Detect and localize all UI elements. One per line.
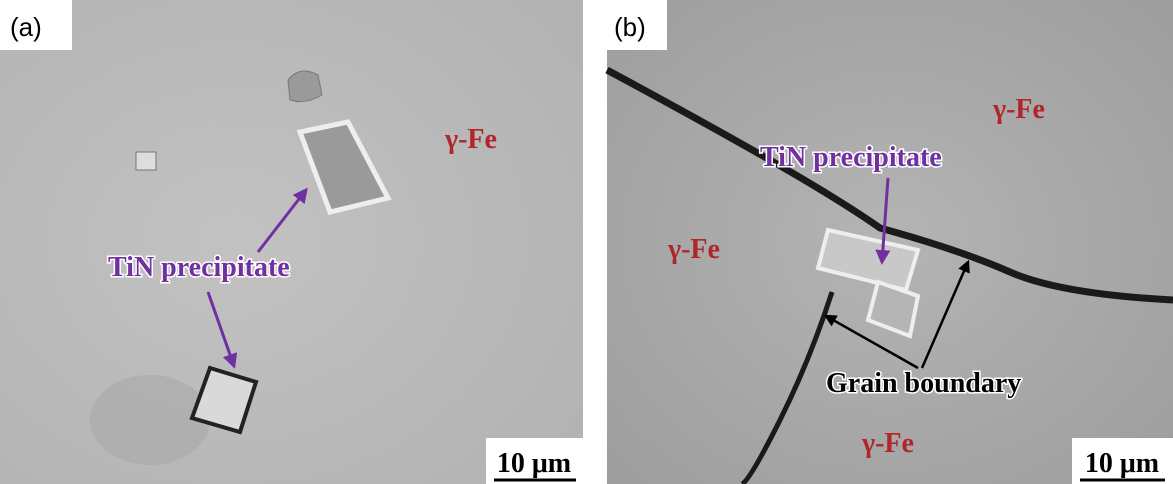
panel-b: (b) γ-Fe γ-Fe γ-Fe TiN precipitate Grain… — [607, 0, 1173, 484]
phase-label: γ-Fe — [861, 428, 914, 459]
boundary-label: Grain boundary — [826, 368, 1021, 399]
panel-label: (a) — [10, 12, 42, 42]
precipitate-label: TiN precipitate — [760, 142, 942, 173]
phase-label: γ-Fe — [444, 124, 497, 155]
precipitate — [136, 152, 156, 170]
panel-a: (a) γ-Fe TiN precipitate 10 μm — [0, 0, 583, 484]
micrograph — [0, 0, 583, 484]
figure: (a) γ-Fe TiN precipitate 10 μm (b) γ-Fe … — [0, 0, 1173, 484]
phase-label: γ-Fe — [992, 94, 1045, 125]
phase-label: γ-Fe — [667, 234, 720, 265]
scale-label: 10 μm — [497, 448, 571, 479]
precipitate-label: TiN precipitate — [108, 252, 290, 283]
page: (a) γ-Fe TiN precipitate 10 μm (b) γ-Fe … — [0, 0, 1173, 484]
scale-label: 10 μm — [1085, 448, 1159, 479]
pit — [288, 71, 322, 102]
panel-label: (b) — [614, 12, 646, 42]
